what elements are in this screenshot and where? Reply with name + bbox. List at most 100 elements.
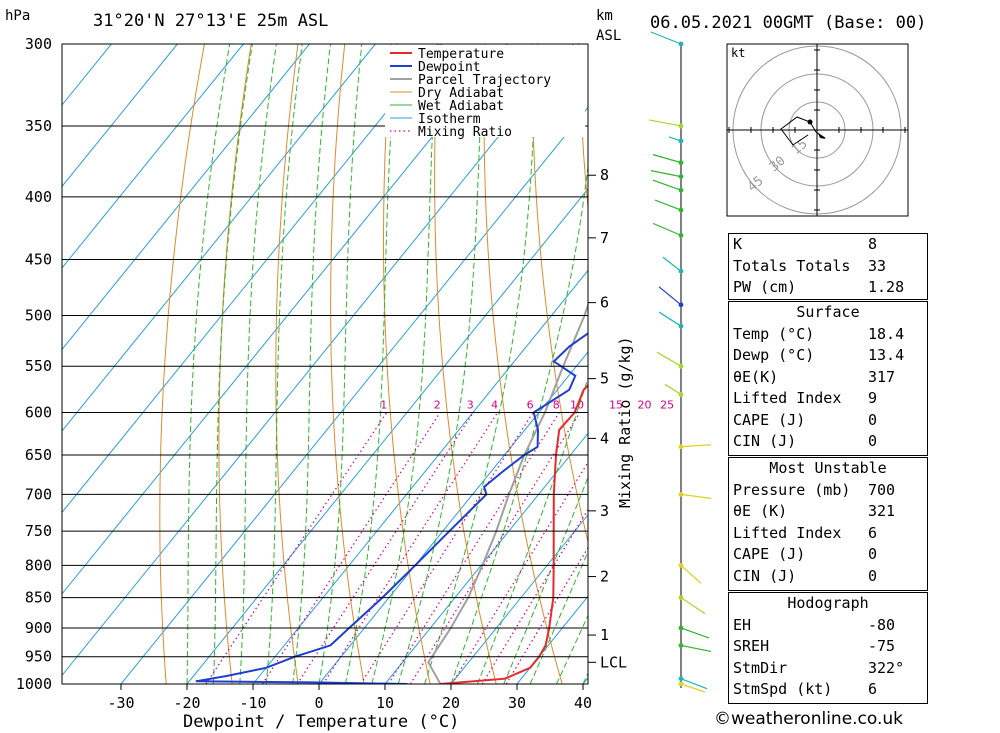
pressure-tick-label: 650 (25, 446, 52, 464)
pressure-tick-label: 350 (25, 117, 52, 135)
x-tick-label: -10 (239, 694, 266, 712)
eh-value: -80 (868, 615, 896, 634)
wind-barb-dot (678, 625, 684, 631)
credit[interactable]: ©weatheronline.co.uk (714, 709, 904, 729)
stmdir-value: 322° (868, 658, 905, 677)
mu-cape-label: CAPE (J) (733, 545, 806, 563)
mixing-ratio-label: 1 (380, 399, 387, 412)
surface-temp-value: 18.4 (868, 324, 905, 343)
wind-barb-dot (678, 174, 684, 180)
pressure-tick-label: 750 (25, 522, 52, 540)
wind-barb-dot (678, 41, 684, 47)
sreh-value: -75 (868, 637, 896, 655)
wind-barb (662, 256, 682, 272)
pressure-tick-label: 950 (25, 648, 52, 666)
wind-barb (680, 627, 710, 639)
wet-adiabat-line (292, 44, 331, 684)
pressure-tick-label: 700 (25, 485, 52, 503)
wind-barb (664, 383, 682, 395)
legend-dry-adiabat: Dry Adiabat (418, 86, 504, 101)
hodograph-stats-title: Hodograph (787, 594, 869, 612)
x-tick-label: 30 (508, 694, 526, 712)
mixing-ratio-line (296, 412, 474, 684)
hodograph-unit: kt (731, 46, 745, 60)
wet-adiabat-line (529, 550, 588, 684)
wind-barb-dot (678, 444, 684, 450)
legend: Temperature Dewpoint Parcel Trajectory D… (385, 45, 585, 140)
mu-pressure-label: Pressure (mb) (733, 480, 851, 499)
mixing-ratio-label: 6 (527, 399, 534, 412)
surface-cape-value: 0 (868, 410, 878, 429)
mixing-ratio-line (451, 461, 588, 684)
wind-barb-dot (678, 160, 684, 166)
wind-barb (650, 31, 682, 45)
isotherm-line (62, 44, 178, 188)
height-tick-label: 5 (600, 370, 609, 388)
wet-adiabat-line (239, 44, 277, 684)
wind-barb (648, 119, 682, 127)
surface-title: Surface (796, 303, 860, 321)
legend-dewpoint: Dewpoint (418, 60, 481, 75)
wet-adiabat-line (265, 44, 303, 684)
most-unstable-panel: Most Unstable Pressure (mb) 700 θE (K) 321… (728, 457, 928, 591)
wet-adiabat-line (371, 44, 438, 684)
mixing-ratio-label: 8 (553, 399, 560, 412)
pressure-tick-label: 900 (25, 619, 52, 637)
wind-barb-dot (678, 595, 684, 601)
datetime-title: 06.05.2021 00GMT (Base: 00) (650, 13, 926, 33)
surface-theta-label: θE(K) (733, 367, 779, 386)
surface-theta-value: 317 (868, 367, 896, 386)
surface-cin-value: 0 (868, 432, 878, 450)
dry-adiabat-line (531, 44, 588, 544)
height-tick-label: 7 (600, 229, 609, 247)
mu-pressure-value: 700 (868, 480, 896, 499)
wind-barb-dot (678, 232, 684, 238)
wind-barb (680, 493, 712, 499)
isotherm-line (62, 44, 112, 106)
pressure-tick-label: 850 (25, 589, 52, 607)
stmdir-label: StmDir (733, 658, 788, 677)
mu-cin-value: 0 (868, 566, 878, 585)
isotherm-line (318, 351, 588, 684)
pressure-tick-label: 1000 (16, 675, 52, 693)
mu-cin-label: CIN (J) (733, 566, 797, 585)
wind-barb-dot (678, 363, 684, 369)
surface-dewp-value: 13.4 (868, 346, 905, 364)
wind-barb-dot (678, 323, 684, 329)
surface-li-label: Lifted Index (733, 389, 842, 407)
isotherm-line (62, 44, 310, 351)
height-tick-label: 3 (600, 502, 609, 520)
wind-barb-dot (678, 302, 684, 308)
isotherm-line (384, 432, 588, 684)
pressure-tick-label: 600 (25, 404, 52, 422)
isotherm-line (62, 44, 244, 269)
mu-theta-value: 321 (868, 502, 896, 520)
stmspd-label: StmSpd (kt) (733, 680, 833, 698)
km-unit-label: km (596, 8, 613, 24)
wind-barb-dot (678, 562, 684, 568)
tt-label: Totals Totals (733, 256, 851, 275)
temperature-profile (440, 383, 588, 684)
dry-adiabat-line (953, 44, 1000, 684)
x-tick-label: 10 (376, 694, 394, 712)
mixing-ratio-line (261, 412, 441, 684)
wind-barb-dot (678, 207, 684, 213)
wet-adiabat-line (318, 44, 363, 684)
sreh-label: SREH (733, 637, 770, 655)
wind-barb-dot (678, 138, 684, 144)
wet-adiabat-line (476, 376, 588, 684)
wind-barb-dot (678, 123, 684, 129)
wind-barb (652, 222, 682, 236)
mixing-ratio-label: 25 (660, 399, 674, 412)
wind-barb (680, 444, 712, 448)
x-tick-label: 40 (574, 694, 592, 712)
wind-barb (652, 179, 682, 191)
wind-barb (654, 199, 682, 211)
stmspd-value: 6 (868, 680, 878, 698)
pw-value: 1.28 (868, 278, 905, 296)
wind-barb (656, 351, 682, 367)
pressure-tick-label: 550 (25, 357, 52, 375)
mixing-ratio-line (387, 412, 560, 684)
mixing-ratio-label: 4 (491, 399, 498, 412)
